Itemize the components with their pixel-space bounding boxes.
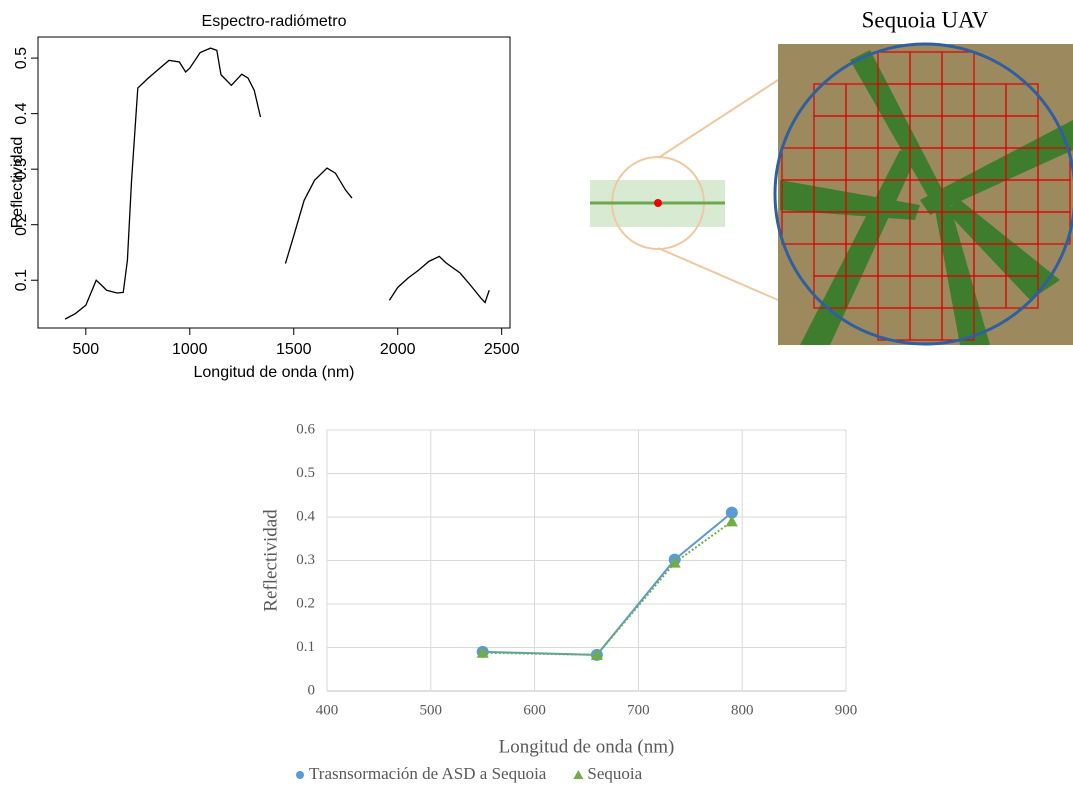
y-tick-label: 0.5 xyxy=(296,465,315,481)
y-tick-label: 0.1 xyxy=(13,269,30,291)
y-tick-label: 0 xyxy=(308,682,316,698)
x-tick-label: 2000 xyxy=(380,341,416,358)
x-tick-label: 400 xyxy=(316,702,339,718)
zoom-line xyxy=(657,247,779,301)
y-tick-label: 0.1 xyxy=(296,639,315,655)
marker xyxy=(590,648,603,660)
y-tick-label: 0.2 xyxy=(296,595,315,611)
x-tick-label: 900 xyxy=(835,702,858,718)
plot-frame xyxy=(37,36,511,329)
y-tick-label: 0.6 xyxy=(296,421,315,437)
chart-bands: 0 0.1 0.2 0.3 0.4 0.5 0.6 400 500 600 700 800 900 Lon… xyxy=(260,421,857,782)
marker xyxy=(725,506,738,519)
y-axis-label: Reflectividad xyxy=(9,137,26,229)
marker xyxy=(476,646,489,658)
x-tick-label: 1000 xyxy=(172,341,208,358)
leaves xyxy=(780,50,1073,345)
x-tick-label: 1500 xyxy=(276,341,312,358)
series-line xyxy=(482,511,733,656)
photo-title: Sequoia UAV xyxy=(862,7,989,32)
footprint xyxy=(773,42,1073,346)
y-tick-label: 0.2 xyxy=(13,213,30,235)
x-tick-label: 500 xyxy=(420,702,443,718)
legend-label: Sequoia xyxy=(587,764,642,783)
series-line xyxy=(64,47,490,320)
x-axis-label: Longitud de onda (nm) xyxy=(499,736,675,757)
zoom-dot xyxy=(654,199,662,207)
x-tick-label: 600 xyxy=(523,702,546,718)
series-line xyxy=(482,520,733,656)
x-tick-label: 2500 xyxy=(484,341,520,358)
legend-marker xyxy=(573,770,584,779)
legend-marker xyxy=(296,771,304,779)
y-tick-label: 0.3 xyxy=(296,552,315,568)
uav-illustration: Sequoia UAV xyxy=(590,7,1073,346)
x-tick-label: 500 xyxy=(72,341,99,358)
legend-label: Trasnsormación de ASD a Sequoia xyxy=(309,764,547,783)
sensor-grid xyxy=(781,51,1071,341)
y-axis-label: Reflectividad xyxy=(260,509,281,612)
marker xyxy=(668,556,681,568)
marker xyxy=(725,515,738,527)
y-tick-label: 0.4 xyxy=(13,102,30,124)
chart-title: Espectro-radiómetro xyxy=(202,13,347,30)
x-tick-label: 700 xyxy=(627,702,650,718)
y-tick-label: 0.4 xyxy=(296,508,315,524)
y-tick-label: 0.3 xyxy=(13,158,30,180)
chart-spectro: Espectro-radiómetro 0.1 0.2 0.3 0.4 0.5 500 100… xyxy=(9,13,519,381)
x-axis-label: Longitud de onda (nm) xyxy=(194,364,355,381)
y-tick-label: 0.5 xyxy=(13,47,30,69)
x-tick-label: 800 xyxy=(731,702,754,718)
zoom-line xyxy=(657,79,779,159)
